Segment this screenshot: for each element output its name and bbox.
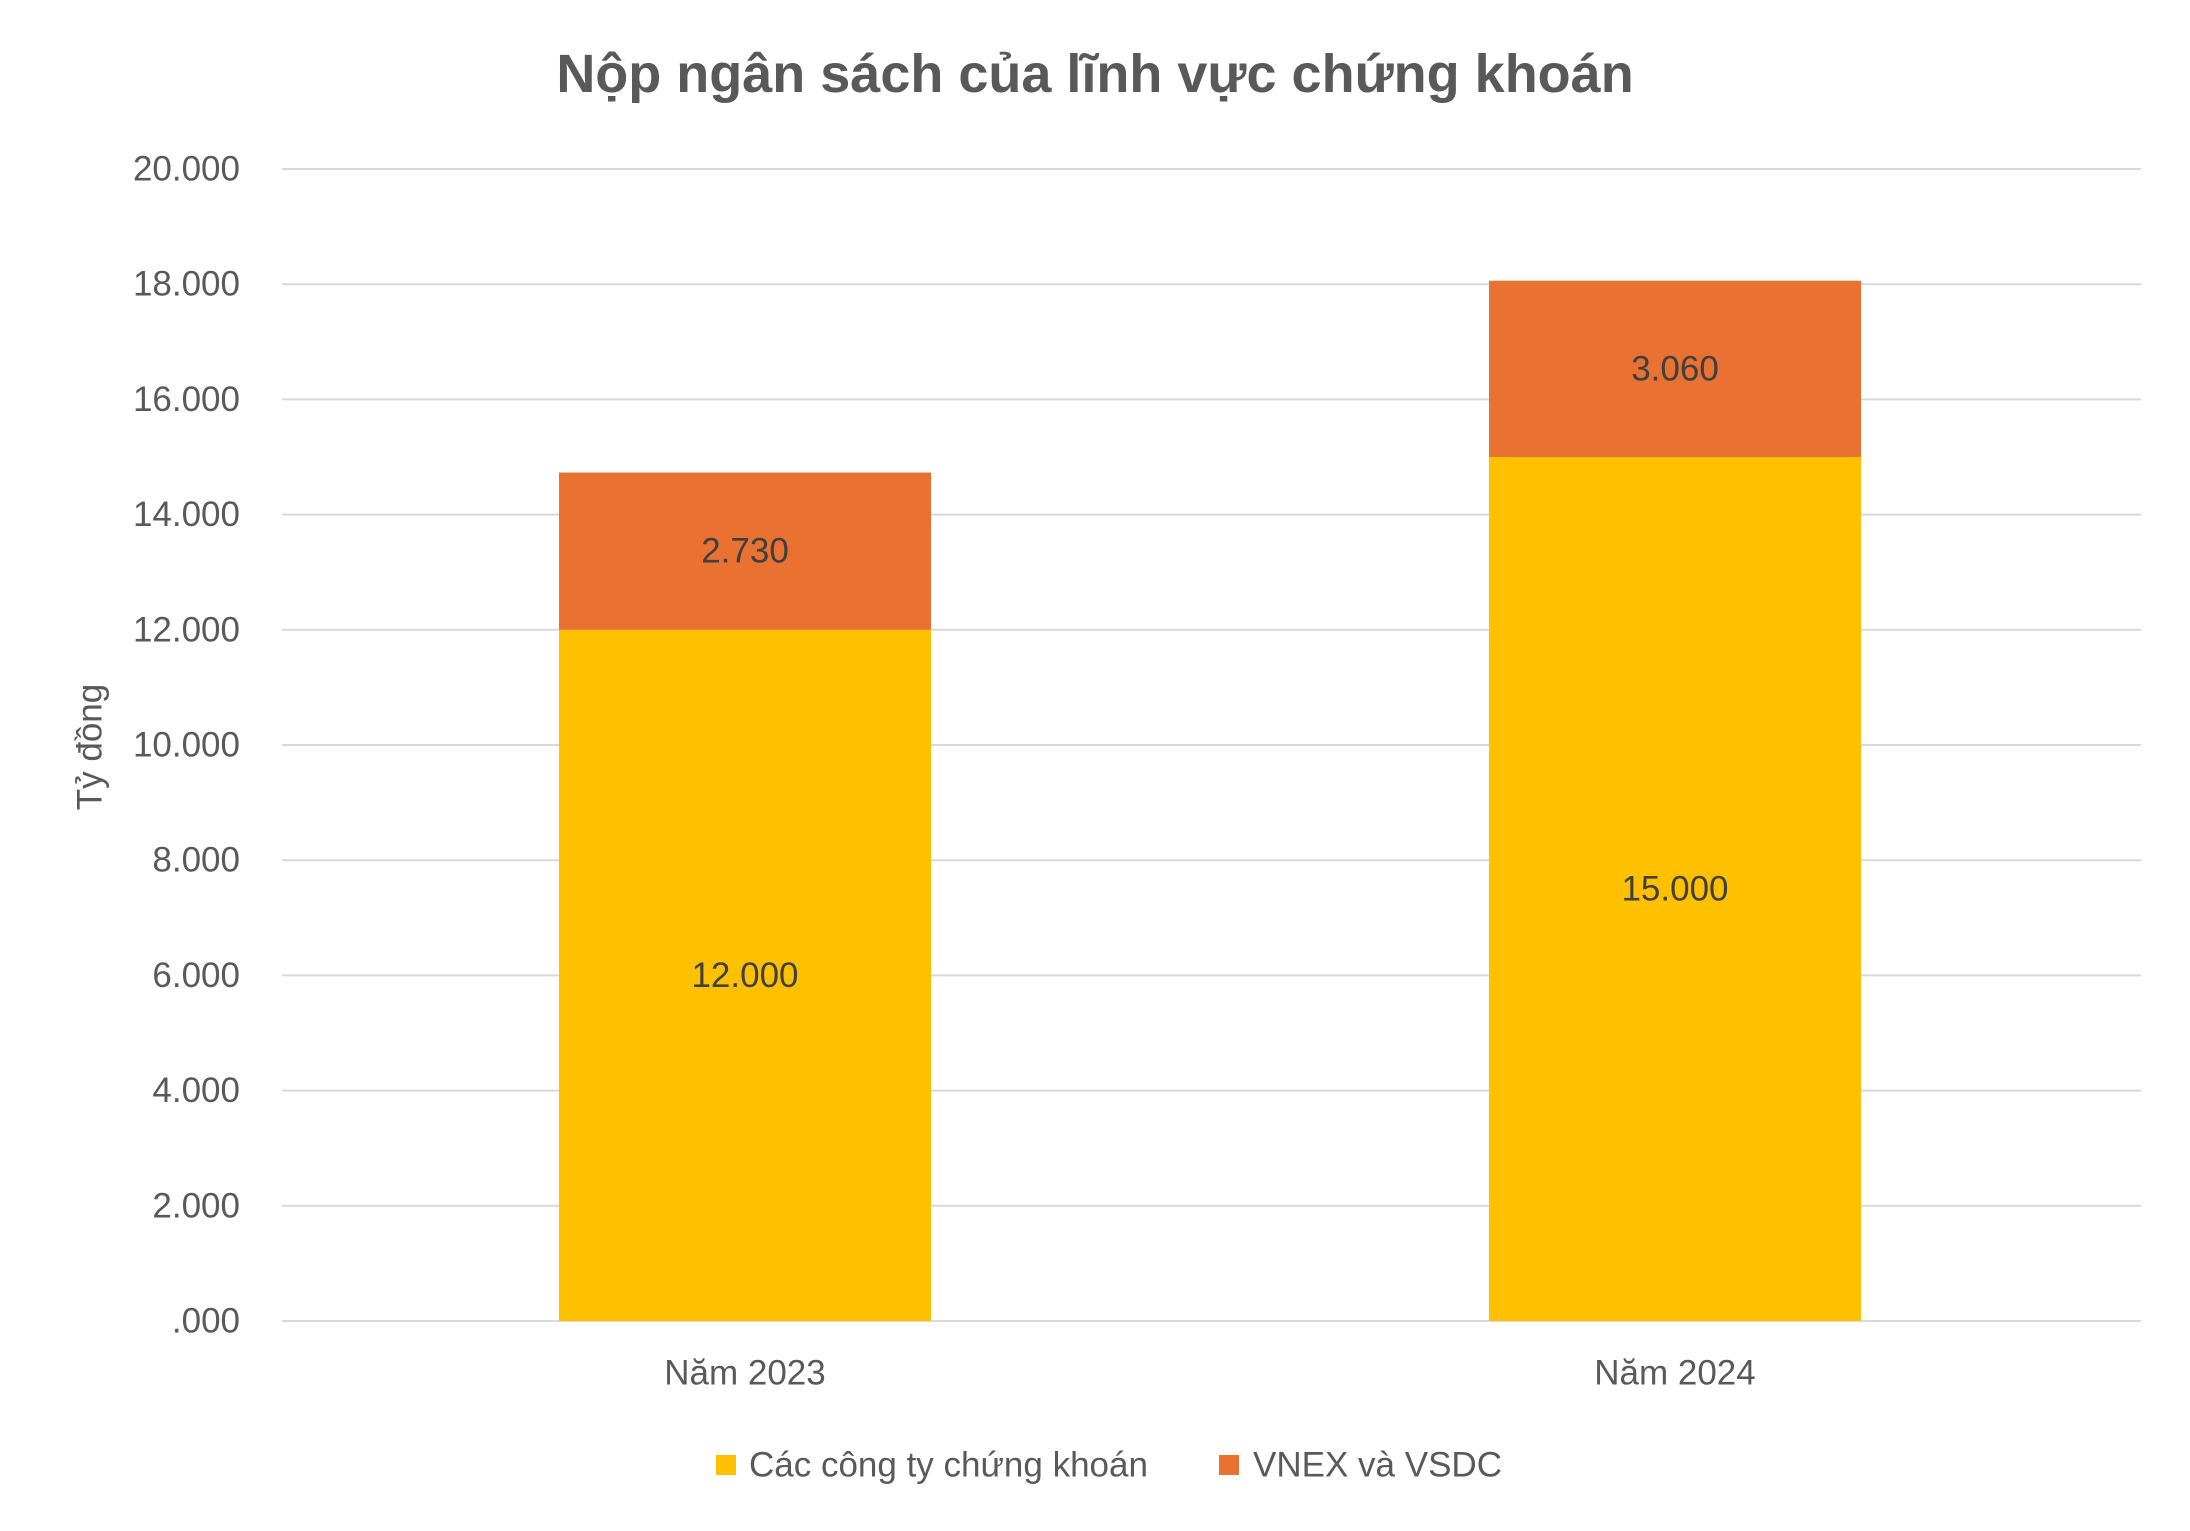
y-axis-ticks: .000 2.000 4.000 6.000 8.000 10.000 12.000 14.0… bbox=[133, 150, 240, 1341]
data-label: 3.060 bbox=[1631, 349, 1719, 388]
legend-entry-vnex-va-vsdc: VNEX và VSDC bbox=[1219, 1446, 1502, 1485]
y-tick-label: 12.000 bbox=[133, 610, 240, 649]
legend: Các công ty chứng khoán VNEX và VSDC bbox=[716, 1446, 1502, 1485]
y-tick-label: .000 bbox=[172, 1302, 240, 1341]
y-tick-label: 8.000 bbox=[152, 841, 240, 880]
y-tick-label: 14.000 bbox=[133, 495, 240, 534]
y-tick-label: 18.000 bbox=[133, 265, 240, 304]
bar-segment bbox=[1489, 457, 1861, 1321]
legend-label: VNEX và VSDC bbox=[1253, 1446, 1502, 1485]
y-tick-label: 6.000 bbox=[152, 956, 240, 995]
y-tick-label: 2.000 bbox=[152, 1186, 240, 1225]
y-tick-label: 16.000 bbox=[133, 380, 240, 419]
y-axis-label: Tỷ đồng bbox=[71, 684, 110, 810]
legend-swatch bbox=[716, 1455, 736, 1475]
bar-segment bbox=[559, 472, 931, 630]
bars bbox=[559, 280, 1861, 1321]
legend-swatch bbox=[1219, 1455, 1239, 1475]
legend-entry-cac-cong-ty-chung-khoan: Các công ty chứng khoán bbox=[716, 1446, 1148, 1485]
y-tick-label: 10.000 bbox=[133, 726, 240, 765]
x-tick-label-2023: Năm 2023 bbox=[664, 1354, 825, 1393]
data-label: 2.730 bbox=[701, 532, 789, 571]
x-tick-label-2024: Năm 2024 bbox=[1594, 1354, 1755, 1393]
data-label: 12.000 bbox=[691, 956, 798, 995]
x-axis-ticks: Năm 2023 Năm 2024 bbox=[664, 1354, 1755, 1393]
data-label: 15.000 bbox=[1621, 870, 1728, 909]
chart-title: Nộp ngân sách của lĩnh vực chứng khoán bbox=[556, 44, 1633, 104]
bar-segment bbox=[1489, 280, 1861, 457]
y-tick-label: 4.000 bbox=[152, 1071, 240, 1110]
data-labels: 12.000 2.730 15.000 3.060 bbox=[691, 349, 1728, 995]
y-tick-label: 20.000 bbox=[133, 150, 240, 189]
bar-segment bbox=[559, 629, 931, 1321]
legend-label: Các công ty chứng khoán bbox=[749, 1446, 1148, 1485]
